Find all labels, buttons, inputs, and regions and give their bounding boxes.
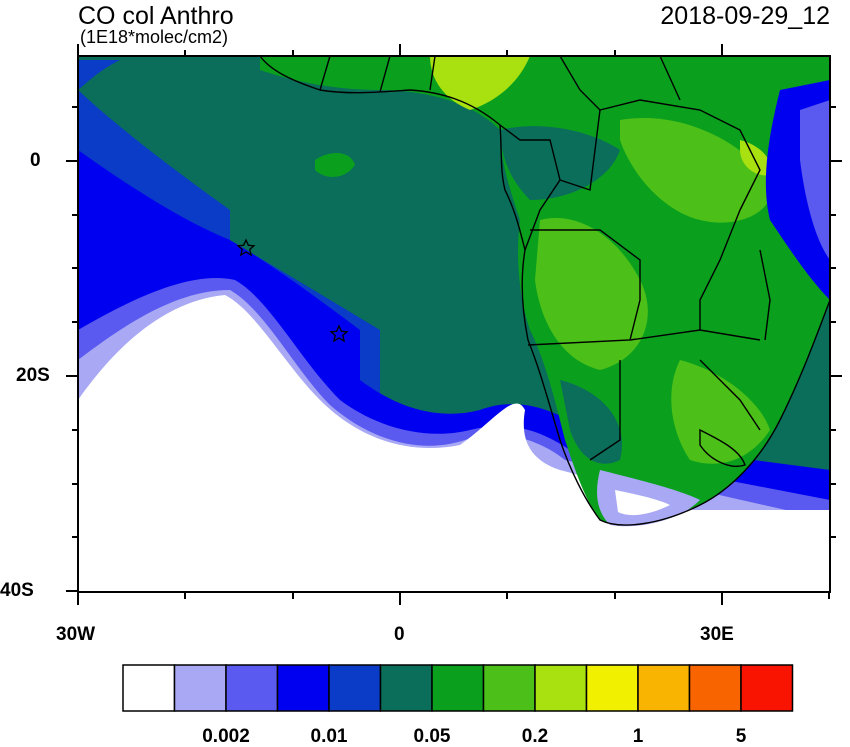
- colorbar-tick-label: 0.2: [521, 726, 549, 747]
- colorbar-tick-label: 5: [735, 726, 747, 747]
- plot-frame: [77, 55, 831, 593]
- colorbar-box: [379, 664, 433, 712]
- star-marker: [236, 238, 256, 257]
- concentration-field: [78, 56, 830, 592]
- colorbar-tick-label: 0.05: [413, 726, 451, 747]
- x-axis-ticks: [77, 44, 830, 605]
- colorbar-box: [688, 664, 742, 712]
- colorbar-box: [173, 664, 227, 712]
- x-tick-label: 30E: [700, 624, 734, 645]
- colorbar-box: [328, 664, 382, 712]
- coastlines-borders: [259, 56, 830, 526]
- datetime-label: 2018-09-29_12: [660, 2, 830, 30]
- colorbar-box: [534, 664, 588, 712]
- plot-title: CO col Anthro: [78, 2, 234, 30]
- colorbar: [122, 664, 794, 712]
- colorbar-tick-label: 1: [632, 726, 644, 747]
- x-tick-label: 0: [394, 624, 405, 645]
- units-label: (1E18*molec/cm2): [80, 27, 229, 47]
- star-marker: [329, 324, 349, 343]
- colorbar-box: [637, 664, 691, 712]
- colorbar-box: [276, 664, 330, 712]
- colorbar-box: [431, 664, 485, 712]
- colorbar-box: [225, 664, 279, 712]
- y-axis-ticks: [66, 106, 842, 592]
- colorbar-box: [740, 664, 794, 712]
- colorbar-tick-label: 0.01: [310, 726, 348, 747]
- x-tick-label: 30W: [56, 624, 96, 645]
- y-tick-label: 40S: [0, 580, 34, 601]
- colorbar-box: [585, 664, 639, 712]
- y-tick-label: 20S: [16, 365, 50, 386]
- site-markers: [236, 238, 349, 343]
- colorbar-box: [482, 664, 536, 712]
- y-tick-label: 0: [30, 150, 41, 171]
- colorbar-tick-label: 0.002: [202, 726, 250, 747]
- colorbar-box: [122, 664, 176, 712]
